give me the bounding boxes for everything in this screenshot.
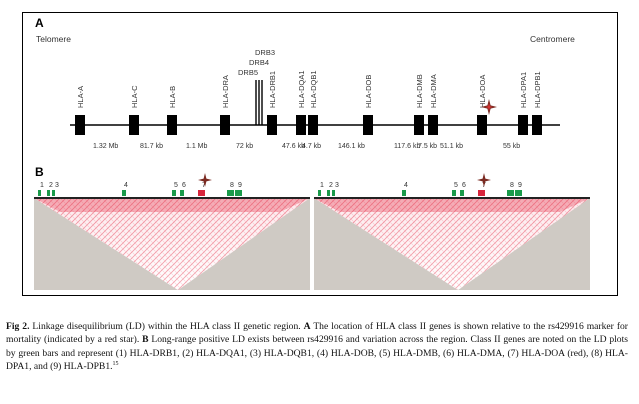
gene-label-hla-dpb1: HLA-DPB1 <box>533 71 542 108</box>
caption-reference: 15 <box>112 361 119 368</box>
gene-label-hla-a: HLA-A <box>76 86 85 108</box>
ld-marker-number: 4 <box>124 182 128 189</box>
figure-svg: A Telomere Centromere HLA-A HLA-C HLA-B HLA… <box>34 16 590 290</box>
gene-box-hla-doa <box>477 115 487 135</box>
ld-marker-number: 5 <box>454 182 458 189</box>
distance-label: 7.5 kb <box>418 143 437 150</box>
gene-label-hla-doa: HLA-DOA <box>478 75 487 108</box>
gene-marker <box>172 190 176 196</box>
ld-marker-number: 2 <box>329 182 333 189</box>
caption-a-label: A <box>303 321 311 332</box>
gene-marker <box>180 190 184 196</box>
gene-box-hla-a <box>75 115 85 135</box>
gene-box-hla-dma <box>428 115 438 135</box>
ld-plot-right <box>314 197 590 290</box>
gene-box-hla-c <box>129 115 139 135</box>
gene-box-hla-dob <box>363 115 373 135</box>
star-left-icon <box>198 173 212 187</box>
gene-marker <box>452 190 456 196</box>
distance-label: 55 kb <box>503 143 520 150</box>
ld-marker-number: 1 <box>40 182 44 189</box>
gene-box-hla-drb1 <box>267 115 277 135</box>
distance-label: 1.32 Mb <box>93 143 118 150</box>
drb3-label: DRB3 <box>255 48 275 57</box>
gene-label-hla-dob: HLA-DOB <box>364 75 373 108</box>
distance-label: 51.1 kb <box>440 143 463 150</box>
distance-label: 4.7 kb <box>302 143 321 150</box>
gene-label-hla-dmb: HLA-DMB <box>415 74 424 108</box>
ld-marker-number: 8 <box>230 182 234 189</box>
distance-label: 146.1 kb <box>338 143 365 150</box>
ld-marker-number: 3 <box>335 182 339 189</box>
gene-marker <box>515 190 522 196</box>
gene-box-hla-dqa1 <box>296 115 306 135</box>
gene-marker <box>402 190 406 196</box>
star-right-icon <box>477 173 491 187</box>
ld-marker-number: 7 <box>202 182 206 189</box>
rs429916-star-icon <box>481 99 497 115</box>
ld-marker-number: 3 <box>55 182 59 189</box>
gene-marker <box>318 190 321 196</box>
ld-marker-number: 8 <box>510 182 514 189</box>
caption-fig-label: Fig 2. <box>6 321 30 332</box>
gene-marker <box>122 190 126 196</box>
telomere-label: Telomere <box>36 34 71 44</box>
gene-label-hla-b: HLA-B <box>168 86 177 108</box>
gene-label-hla-dma: HLA-DMA <box>429 74 438 108</box>
ld-marker-number: 1 <box>320 182 324 189</box>
distance-labels: 1.32 Mb 81.7 kb 1.1 Mb 72 kb 47.6 kb4.7 kb 14… <box>93 143 520 150</box>
drb5-label: DRB5 <box>238 68 258 77</box>
gene-boxes <box>75 115 542 135</box>
ld-marker-number: 6 <box>462 182 466 189</box>
distance-label: 72 kb <box>236 143 253 150</box>
gene-marker <box>235 190 242 196</box>
distance-label: 1.1 Mb <box>186 143 208 150</box>
gene-marker <box>47 190 50 196</box>
gene-label-hla-dpa1: HLA-DPA1 <box>519 72 528 108</box>
gene-label-hla-dqb1: HLA-DQB1 <box>309 70 318 108</box>
gene-marker <box>460 190 464 196</box>
gene-marker <box>332 190 335 196</box>
ld-marker-number: 4 <box>404 182 408 189</box>
gene-labels: HLA-A HLA-C HLA-B HLA-DRA HLA-DRB1 HLA-DQA1 HL… <box>76 70 542 108</box>
gene-box-hla-b <box>167 115 177 135</box>
centromere-label: Centromere <box>530 34 575 44</box>
ld-marker-number: 5 <box>174 182 178 189</box>
caption-b-label: B <box>142 334 149 346</box>
caption-text-1: Linkage disequilibrium (LD) within the H… <box>29 321 304 332</box>
hla-doa-marker <box>198 190 205 196</box>
gene-marker <box>327 190 330 196</box>
drb-lines <box>255 80 263 125</box>
gene-marker <box>38 190 41 196</box>
panel-a-label: A <box>35 16 44 30</box>
gene-box-hla-dqb1 <box>308 115 318 135</box>
gene-marker <box>507 190 514 196</box>
gene-box-hla-dpa1 <box>518 115 528 135</box>
gene-marker <box>52 190 55 196</box>
caption-text-3: Long-range positive LD exists between rs… <box>6 334 628 373</box>
ld-marker-number: 9 <box>238 182 242 189</box>
caption-text-2: The location of HLA class II genes is sh… <box>6 321 629 346</box>
drb4-label: DRB4 <box>249 58 269 67</box>
gene-box-hla-dmb <box>414 115 424 135</box>
ld-marker-number: 9 <box>518 182 522 189</box>
distance-label: 117.6 kb <box>394 143 420 150</box>
gene-label-hla-dra: HLA-DRA <box>221 75 230 108</box>
gene-box-hla-dra <box>220 115 230 135</box>
ld-marker-number: 6 <box>182 182 186 189</box>
gene-label-hla-drb1: HLA-DRB1 <box>268 71 277 108</box>
gene-label-hla-c: HLA-C <box>130 85 139 108</box>
distance-label: 47.6 kb <box>282 143 305 150</box>
ld-plot-left <box>34 197 310 290</box>
gene-marker <box>227 190 234 196</box>
panel-b-label: B <box>35 165 44 179</box>
hla-doa-marker <box>478 190 485 196</box>
ld-marker-number: 2 <box>49 182 53 189</box>
gene-label-hla-dqa1: HLA-DQA1 <box>297 70 306 108</box>
distance-label: 81.7 kb <box>140 143 163 150</box>
gene-box-hla-dpb1 <box>532 115 542 135</box>
figure-caption: Fig 2. Linkage disequilibrium (LD) withi… <box>6 320 628 374</box>
